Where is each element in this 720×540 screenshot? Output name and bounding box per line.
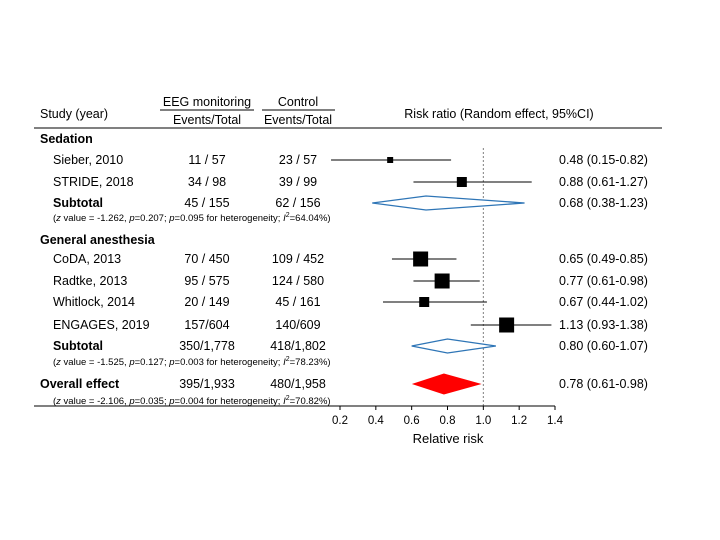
header-study: Study (year) [40,107,108,121]
het-p1: p [128,396,134,407]
eeg-events: 70 / 450 [184,252,229,266]
het-t2: =0.207; [135,213,170,224]
effect-square [419,297,430,307]
study-label: ENGAGES, 2019 [53,318,150,332]
heterogeneity-note: (z value = -1.525, p=0.127; p=0.003 for … [53,356,331,368]
het-p1: p [128,357,134,368]
subtotal-diamond [372,195,525,211]
header-ctrl-sub: Events/Total [264,113,332,127]
plot-layer [331,148,552,406]
het-z1: z [55,396,61,407]
control-events: 124 / 580 [272,274,324,288]
overall-label: Overall effect [40,377,120,391]
risk-ratio-ci: 0.65 (0.49-0.85) [559,252,648,266]
control-events: 39 / 99 [279,175,317,189]
x-tick-label: 0.8 [440,415,456,427]
eeg-events: 350/1,778 [179,339,235,353]
het-t2: =0.127; [135,357,170,368]
het-pre: ( [53,213,57,224]
het-t3: =0.003 for heterogeneity; [175,357,284,368]
overall-diamond [411,373,482,395]
effect-square [387,157,394,163]
header-ctrl-title: Control [278,95,318,109]
x-tick-label: 1.2 [511,415,527,427]
study-label: STRIDE, 2018 [53,175,134,189]
eeg-events: 34 / 98 [188,175,226,189]
x-tick-label: 0.6 [404,415,420,427]
x-tick-label: 1.4 [547,415,564,427]
effect-square [456,177,467,187]
header-rr-title: Risk ratio (Random effect, 95%CI) [404,107,593,121]
x-axis: 0.2 0.4 0.6 0.8 1.0 1.2 1.4 Relative risk [34,405,564,446]
het-t3: =0.095 for heterogeneity; [175,213,284,224]
het-t1: value = -1.525, [61,357,129,368]
eeg-events: 11 / 57 [188,153,225,167]
risk-ratio-ci: 0.77 (0.61-0.98) [559,274,648,288]
risk-ratio-ci: 0.68 (0.38-1.23) [559,196,648,210]
rows-layer: Sedation Sieber, 2010 11 / 57 23 / 57 0.48 (… [40,132,648,407]
het-p2: p [168,357,174,368]
eeg-events: 395/1,933 [179,377,235,391]
study-label: Whitlock, 2014 [53,295,135,309]
het-t1: value = -1.262, [61,213,129,224]
risk-ratio-ci: 0.78 (0.61-0.98) [559,377,648,391]
het-p1: p [128,213,134,224]
het-sup: 2 [286,356,290,363]
eeg-events: 20 / 149 [184,295,229,309]
het-t3: =0.004 for heterogeneity; [175,396,284,407]
heterogeneity-note: (z value = -1.262, p=0.207; p=0.095 for … [53,212,331,224]
control-events: 45 / 161 [275,295,320,309]
control-events: 23 / 57 [279,153,317,167]
study-label: Radtke, 2013 [53,274,127,288]
het-p2: p [168,213,174,224]
subtotal-label: Subtotal [53,196,103,210]
group-label: General anesthesia [40,233,156,247]
control-events: 109 / 452 [272,252,324,266]
risk-ratio-ci: 0.48 (0.15-0.82) [559,153,648,167]
control-events: 62 / 156 [275,196,320,210]
eeg-events: 45 / 155 [184,196,229,210]
het-z1: z [55,357,61,368]
control-events: 140/609 [275,318,320,332]
x-axis-label: Relative risk [413,431,484,446]
header-eeg-sub: Events/Total [173,113,241,127]
control-events: 418/1,802 [270,339,326,353]
effect-square [434,273,450,289]
het-pre: ( [53,357,57,368]
het-i1: I [283,396,286,407]
risk-ratio-ci: 0.67 (0.44-1.02) [559,295,648,309]
subtotal-diamond [411,338,496,354]
study-label: CoDA, 2013 [53,252,121,266]
het-i1: I [283,357,286,368]
risk-ratio-ci: 0.88 (0.61-1.27) [559,175,648,189]
het-t4: =64.04%) [290,213,331,224]
x-tick-label: 1.0 [475,415,491,427]
het-i1: I [283,213,286,224]
het-sup: 2 [286,212,290,219]
x-tick-label: 0.4 [368,415,385,427]
risk-ratio-ci: 1.13 (0.93-1.38) [559,318,648,332]
study-label: Sieber, 2010 [53,153,123,167]
het-t1: value = -2.106, [61,396,129,407]
het-z1: z [55,213,61,224]
heterogeneity-note: (z value = -2.106, p=0.035; p=0.004 for … [53,395,331,407]
het-pre: ( [53,396,57,407]
het-t4: =78.23%) [290,357,331,368]
x-tick-label: 0.2 [332,415,348,427]
het-t4: =70.82%) [290,396,331,407]
het-sup: 2 [286,395,290,402]
subtotal-label: Subtotal [53,339,103,353]
eeg-events: 157/604 [184,318,229,332]
eeg-events: 95 / 575 [184,274,229,288]
header-eeg-title: EEG monitoring [163,95,251,109]
effect-square [499,317,515,333]
effect-square [413,251,429,267]
control-events: 480/1,958 [270,377,326,391]
het-t2: =0.035; [135,396,170,407]
group-label: Sedation [40,132,93,146]
het-p2: p [168,396,174,407]
risk-ratio-ci: 0.80 (0.60-1.07) [559,339,648,353]
